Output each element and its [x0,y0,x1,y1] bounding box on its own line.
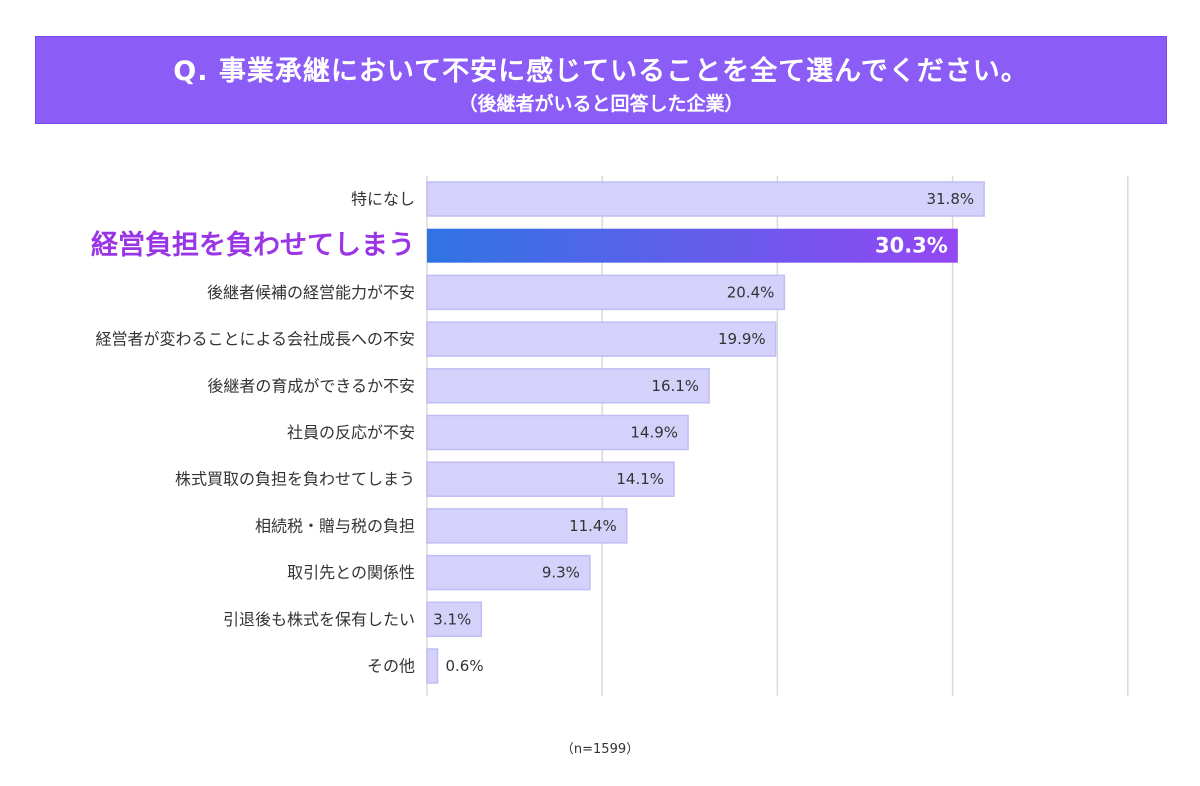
category-label: 特になし [351,190,415,209]
bar [426,368,710,404]
category-label: 株式買取の負担を負わせてしまう [175,470,415,489]
bar [426,181,985,217]
bar [426,601,483,638]
value-label: 9.3% [542,564,580,582]
category-label: その他 [367,657,415,676]
value-label: 31.8% [926,190,974,208]
category-label: 後継者の育成ができるか不安 [207,376,415,395]
category-label: 取引先との関係性 [287,563,415,582]
bar-highlight [427,228,958,263]
category-label: 引退後も株式を保有したい [223,610,415,629]
title-banner: Q. 事業承継において不安に感じていることを全て選んでください。 （後継者がいる… [35,36,1167,124]
chart-title: Q. 事業承継において不安に感じていることを全て選んでください。 [173,56,1029,87]
bar [426,274,786,311]
category-label: 社員の反応が不安 [287,423,415,442]
value-label: 3.1% [433,610,471,628]
value-label: 19.9% [718,330,766,348]
value-label: 14.1% [616,470,664,488]
category-label: 経営者が変わることによる会社成長への不安 [95,330,415,349]
bar [426,414,689,451]
value-label: 11.4% [569,517,617,535]
category-label-highlight: 経営負担を負わせてしまう [91,229,415,261]
value-label-highlight: 30.3% [875,234,948,258]
value-label: 14.9% [630,424,678,442]
category-label: 後継者候補の経営能力が不安 [207,283,415,302]
bar [426,321,777,357]
bar [426,648,439,684]
value-label: 16.1% [651,377,699,395]
sample-size-note: （n=1599） [560,742,640,757]
value-label: 20.4% [727,283,775,301]
chart-subtitle: （後継者がいると回答した企業） [458,93,744,115]
category-label: 相続税・贈与税の負担 [255,516,415,535]
bar [426,461,675,497]
bar [426,554,591,591]
bar [426,508,628,544]
value-label: 0.6% [446,657,484,675]
